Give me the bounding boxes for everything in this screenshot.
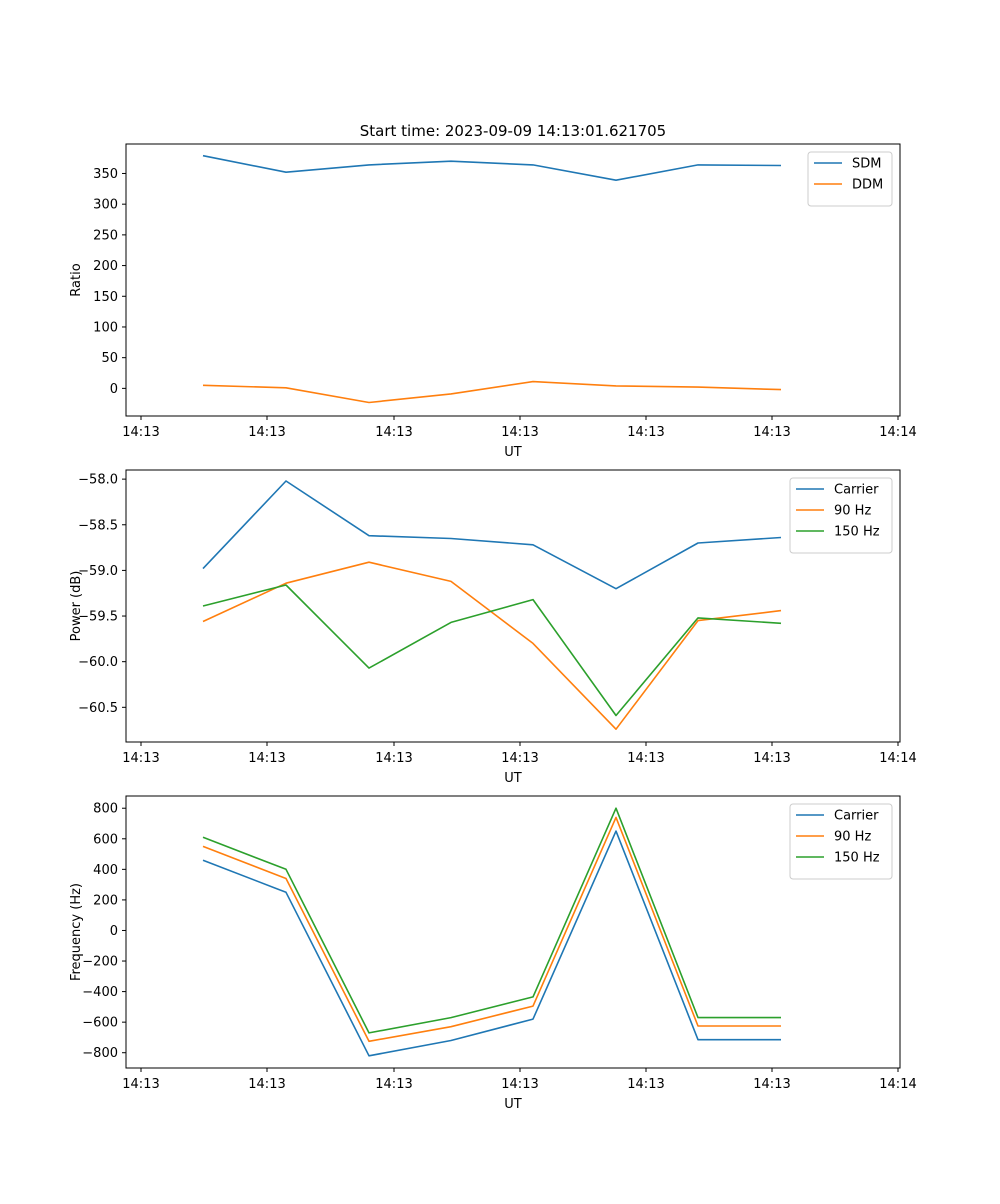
x-tick-label: 14:13 — [627, 425, 664, 440]
figure-title: Start time: 2023-09-09 14:13:01.621705 — [360, 122, 666, 140]
y-tick-label: 100 — [93, 320, 118, 335]
x-tick-label: 14:14 — [879, 751, 916, 766]
y-axis-label: Power (dB) — [69, 571, 84, 642]
y-tick-label: 50 — [101, 351, 118, 366]
x-axis-label: UT — [504, 445, 522, 460]
legend-label: 150 Hz — [834, 525, 880, 540]
x-tick-label: 14:14 — [879, 1077, 916, 1092]
y-tick-label: −59.0 — [78, 564, 118, 579]
y-tick-label: 0 — [110, 382, 118, 397]
y-tick-label: −800 — [82, 1046, 118, 1061]
x-tick-label: 14:13 — [375, 751, 412, 766]
y-tick-label: 200 — [93, 259, 118, 274]
x-tick-label: 14:13 — [248, 751, 285, 766]
x-tick-label: 14:13 — [122, 751, 159, 766]
legend-label: SDM — [852, 157, 881, 172]
y-tick-label: −60.0 — [78, 655, 118, 670]
x-tick-label: 14:13 — [248, 425, 285, 440]
x-tick-label: 14:13 — [248, 1077, 285, 1092]
x-tick-label: 14:13 — [375, 1077, 412, 1092]
x-tick-label: 14:14 — [879, 425, 916, 440]
legend-label: Carrier — [834, 483, 879, 498]
series-line-sdm — [203, 156, 781, 181]
x-tick-label: 14:13 — [122, 1077, 159, 1092]
x-tick-label: 14:13 — [627, 751, 664, 766]
y-tick-label: −58.5 — [78, 518, 118, 533]
legend: Carrier 90 Hz 150 Hz — [790, 478, 892, 553]
chart-panel-2: 14:13 14:13 14:13 14:13 14:13 14:13 14:14 −58.0… — [69, 470, 917, 786]
axes-frame — [126, 796, 900, 1068]
series-line-150-hz — [203, 808, 781, 1033]
series-line-90-hz — [203, 562, 781, 729]
y-tick-label: 0 — [110, 924, 118, 939]
y-axis-label: Ratio — [69, 263, 84, 296]
y-tick-label: 300 — [93, 198, 118, 213]
y-tick-label: −600 — [82, 1016, 118, 1031]
axes-frame — [126, 144, 900, 416]
y-tick-label: 350 — [93, 167, 118, 182]
series-line-150-hz — [203, 585, 781, 716]
chart-panel-3: 14:13 14:13 14:13 14:13 14:13 14:13 14:14 −800 −… — [69, 796, 917, 1112]
legend-label: 90 Hz — [834, 830, 871, 845]
y-tick-label: 250 — [93, 228, 118, 243]
legend-label: 90 Hz — [834, 504, 871, 519]
chart-panel-1: 14:13 14:13 14:13 14:13 14:13 14:13 14:14 0 50 10… — [69, 144, 917, 460]
legend-label: 150 Hz — [834, 851, 880, 866]
x-tick-label: 14:13 — [753, 1077, 790, 1092]
y-tick-label: −58.0 — [78, 473, 118, 488]
axes-frame — [126, 470, 900, 742]
x-axis-label: UT — [504, 771, 522, 786]
x-tick-label: 14:13 — [501, 425, 538, 440]
x-axis-label: UT — [504, 1097, 522, 1112]
legend: Carrier 90 Hz 150 Hz — [790, 804, 892, 879]
legend-label: Carrier — [834, 809, 879, 824]
x-tick-label: 14:13 — [501, 1077, 538, 1092]
series-line-ddm — [203, 382, 781, 403]
x-tick-label: 14:13 — [627, 1077, 664, 1092]
y-axis-label: Frequency (Hz) — [69, 883, 84, 981]
series-line-carrier — [203, 481, 781, 589]
y-tick-label: 800 — [93, 802, 118, 817]
x-tick-label: 14:13 — [501, 751, 538, 766]
x-tick-label: 14:13 — [753, 425, 790, 440]
y-tick-label: −200 — [82, 955, 118, 970]
y-tick-label: −59.5 — [78, 610, 118, 625]
legend: SDM DDM — [808, 152, 892, 206]
x-tick-label: 14:13 — [122, 425, 159, 440]
y-tick-label: 150 — [93, 290, 118, 305]
x-tick-label: 14:13 — [753, 751, 790, 766]
y-tick-label: 600 — [93, 832, 118, 847]
y-tick-label: −60.5 — [78, 701, 118, 716]
y-tick-label: 400 — [93, 863, 118, 878]
y-tick-label: 200 — [93, 893, 118, 908]
series-line-carrier — [203, 831, 781, 1056]
x-tick-label: 14:13 — [375, 425, 412, 440]
y-tick-label: −400 — [82, 985, 118, 1000]
legend-label: DDM — [852, 178, 883, 193]
